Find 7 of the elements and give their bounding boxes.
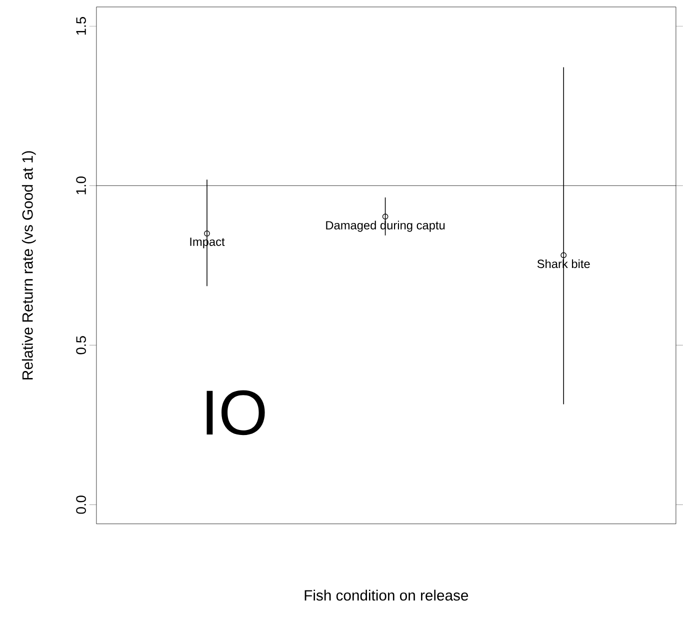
text: IO: [206, 390, 265, 436]
y-axis-title: Relative Return rate (vs Good at 1): [22, 151, 36, 380]
y-tick-label: 0.5: [76, 336, 86, 354]
y-tick-label: 0.0: [76, 495, 86, 514]
y-tick-label: 1.5: [76, 16, 86, 35]
y-tick-label: 1.0: [76, 176, 86, 194]
x-axis-title: Fish condition on release: [304, 590, 468, 601]
